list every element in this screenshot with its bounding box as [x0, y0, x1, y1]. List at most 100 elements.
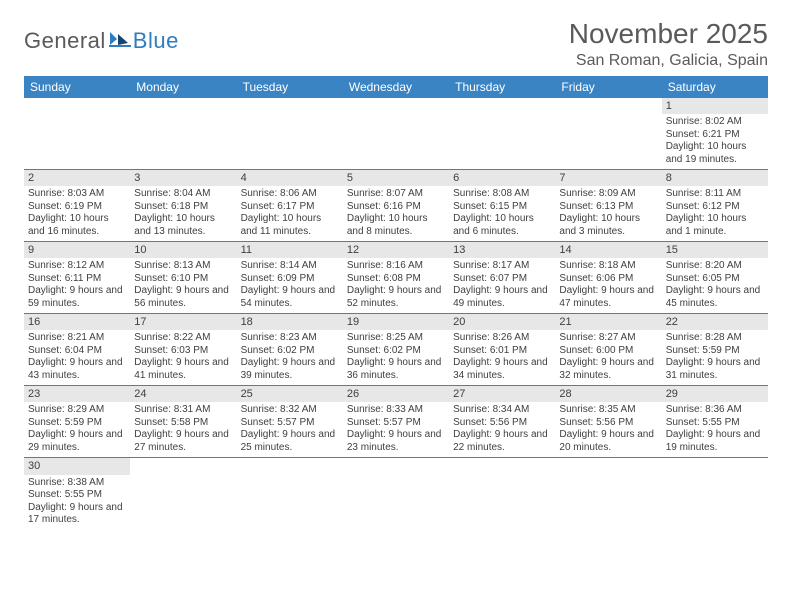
- calendar-day-cell: 15Sunrise: 8:20 AMSunset: 6:05 PMDayligh…: [662, 242, 768, 314]
- day-number-bar: 8: [662, 170, 768, 186]
- sunset-text: Sunset: 6:08 PM: [347, 273, 445, 286]
- sunrise-text: Sunrise: 8:20 AM: [666, 260, 764, 273]
- daylight-text: Daylight: 10 hours and 16 minutes.: [28, 213, 126, 238]
- daylight-text: Daylight: 10 hours and 13 minutes.: [134, 213, 232, 238]
- calendar-table: Sunday Monday Tuesday Wednesday Thursday…: [24, 76, 768, 530]
- day-body: Sunrise: 8:29 AMSunset: 5:59 PMDaylight:…: [24, 402, 130, 457]
- day-body: Sunrise: 8:33 AMSunset: 5:57 PMDaylight:…: [343, 402, 449, 457]
- daylight-text: Daylight: 9 hours and 43 minutes.: [28, 357, 126, 382]
- day-number-bar: 18: [237, 314, 343, 330]
- sunrise-text: Sunrise: 8:35 AM: [559, 404, 657, 417]
- calendar-day-cell: 28Sunrise: 8:35 AMSunset: 5:56 PMDayligh…: [555, 386, 661, 458]
- sunset-text: Sunset: 5:57 PM: [347, 417, 445, 430]
- sunrise-text: Sunrise: 8:12 AM: [28, 260, 126, 273]
- daylight-text: Daylight: 10 hours and 1 minute.: [666, 213, 764, 238]
- sunset-text: Sunset: 5:55 PM: [666, 417, 764, 430]
- sunset-text: Sunset: 6:15 PM: [453, 201, 551, 214]
- calendar-week-row: 16Sunrise: 8:21 AMSunset: 6:04 PMDayligh…: [24, 314, 768, 386]
- sunrise-text: Sunrise: 8:29 AM: [28, 404, 126, 417]
- calendar-day-cell: [130, 98, 236, 170]
- calendar-day-cell: [130, 458, 236, 530]
- daylight-text: Daylight: 9 hours and 52 minutes.: [347, 285, 445, 310]
- day-number-bar: [449, 98, 555, 114]
- calendar-day-cell: 11Sunrise: 8:14 AMSunset: 6:09 PMDayligh…: [237, 242, 343, 314]
- sunset-text: Sunset: 6:18 PM: [134, 201, 232, 214]
- day-number-bar: [130, 458, 236, 474]
- daylight-text: Daylight: 9 hours and 47 minutes.: [559, 285, 657, 310]
- calendar-day-cell: [555, 98, 661, 170]
- daylight-text: Daylight: 10 hours and 6 minutes.: [453, 213, 551, 238]
- calendar-day-cell: 22Sunrise: 8:28 AMSunset: 5:59 PMDayligh…: [662, 314, 768, 386]
- sunset-text: Sunset: 5:56 PM: [453, 417, 551, 430]
- sunrise-text: Sunrise: 8:31 AM: [134, 404, 232, 417]
- day-body: Sunrise: 8:09 AMSunset: 6:13 PMDaylight:…: [555, 186, 661, 241]
- sunrise-text: Sunrise: 8:34 AM: [453, 404, 551, 417]
- sunset-text: Sunset: 5:58 PM: [134, 417, 232, 430]
- sunset-text: Sunset: 6:17 PM: [241, 201, 339, 214]
- day-body: Sunrise: 8:16 AMSunset: 6:08 PMDaylight:…: [343, 258, 449, 313]
- weekday-header: Tuesday: [237, 76, 343, 98]
- day-number-bar: 17: [130, 314, 236, 330]
- sunrise-text: Sunrise: 8:18 AM: [559, 260, 657, 273]
- calendar-week-row: 2Sunrise: 8:03 AMSunset: 6:19 PMDaylight…: [24, 170, 768, 242]
- daylight-text: Daylight: 9 hours and 20 minutes.: [559, 429, 657, 454]
- sunset-text: Sunset: 6:12 PM: [666, 201, 764, 214]
- day-body: Sunrise: 8:31 AMSunset: 5:58 PMDaylight:…: [130, 402, 236, 457]
- day-body: Sunrise: 8:38 AMSunset: 5:55 PMDaylight:…: [24, 475, 130, 530]
- daylight-text: Daylight: 9 hours and 17 minutes.: [28, 502, 126, 527]
- weekday-header: Sunday: [24, 76, 130, 98]
- sunrise-text: Sunrise: 8:36 AM: [666, 404, 764, 417]
- daylight-text: Daylight: 9 hours and 19 minutes.: [666, 429, 764, 454]
- calendar-week-row: 30Sunrise: 8:38 AMSunset: 5:55 PMDayligh…: [24, 458, 768, 530]
- calendar-day-cell: [449, 458, 555, 530]
- calendar-day-cell: 10Sunrise: 8:13 AMSunset: 6:10 PMDayligh…: [130, 242, 236, 314]
- day-number-bar: 2: [24, 170, 130, 186]
- sunrise-text: Sunrise: 8:04 AM: [134, 188, 232, 201]
- day-number-bar: 28: [555, 386, 661, 402]
- calendar-day-cell: 7Sunrise: 8:09 AMSunset: 6:13 PMDaylight…: [555, 170, 661, 242]
- day-number-bar: 9: [24, 242, 130, 258]
- day-number-bar: 23: [24, 386, 130, 402]
- calendar-day-cell: [343, 458, 449, 530]
- sunset-text: Sunset: 6:16 PM: [347, 201, 445, 214]
- calendar-day-cell: 21Sunrise: 8:27 AMSunset: 6:00 PMDayligh…: [555, 314, 661, 386]
- calendar-day-cell: [343, 98, 449, 170]
- sunset-text: Sunset: 6:13 PM: [559, 201, 657, 214]
- calendar-day-cell: 6Sunrise: 8:08 AMSunset: 6:15 PMDaylight…: [449, 170, 555, 242]
- sunset-text: Sunset: 5:59 PM: [666, 345, 764, 358]
- sunset-text: Sunset: 6:00 PM: [559, 345, 657, 358]
- sunset-text: Sunset: 6:06 PM: [559, 273, 657, 286]
- calendar-day-cell: 13Sunrise: 8:17 AMSunset: 6:07 PMDayligh…: [449, 242, 555, 314]
- sunrise-text: Sunrise: 8:07 AM: [347, 188, 445, 201]
- day-body: Sunrise: 8:23 AMSunset: 6:02 PMDaylight:…: [237, 330, 343, 385]
- daylight-text: Daylight: 9 hours and 36 minutes.: [347, 357, 445, 382]
- day-number-bar: 5: [343, 170, 449, 186]
- sunrise-text: Sunrise: 8:02 AM: [666, 116, 764, 129]
- day-body: Sunrise: 8:21 AMSunset: 6:04 PMDaylight:…: [24, 330, 130, 385]
- calendar-week-row: 9Sunrise: 8:12 AMSunset: 6:11 PMDaylight…: [24, 242, 768, 314]
- daylight-text: Daylight: 9 hours and 34 minutes.: [453, 357, 551, 382]
- calendar-day-cell: 12Sunrise: 8:16 AMSunset: 6:08 PMDayligh…: [343, 242, 449, 314]
- sunset-text: Sunset: 5:59 PM: [28, 417, 126, 430]
- calendar-day-cell: 17Sunrise: 8:22 AMSunset: 6:03 PMDayligh…: [130, 314, 236, 386]
- calendar-day-cell: 27Sunrise: 8:34 AMSunset: 5:56 PMDayligh…: [449, 386, 555, 458]
- sunrise-text: Sunrise: 8:22 AM: [134, 332, 232, 345]
- day-number-bar: 21: [555, 314, 661, 330]
- day-body: Sunrise: 8:26 AMSunset: 6:01 PMDaylight:…: [449, 330, 555, 385]
- day-number-bar: [237, 98, 343, 114]
- daylight-text: Daylight: 9 hours and 41 minutes.: [134, 357, 232, 382]
- day-body: Sunrise: 8:20 AMSunset: 6:05 PMDaylight:…: [662, 258, 768, 313]
- calendar-day-cell: [555, 458, 661, 530]
- calendar-day-cell: 29Sunrise: 8:36 AMSunset: 5:55 PMDayligh…: [662, 386, 768, 458]
- day-number-bar: [555, 458, 661, 474]
- weekday-header-row: Sunday Monday Tuesday Wednesday Thursday…: [24, 76, 768, 98]
- daylight-text: Daylight: 10 hours and 3 minutes.: [559, 213, 657, 238]
- day-number-bar: 10: [130, 242, 236, 258]
- sunset-text: Sunset: 6:07 PM: [453, 273, 551, 286]
- daylight-text: Daylight: 9 hours and 56 minutes.: [134, 285, 232, 310]
- day-number-bar: 4: [237, 170, 343, 186]
- day-number-bar: 14: [555, 242, 661, 258]
- calendar-day-cell: [662, 458, 768, 530]
- daylight-text: Daylight: 10 hours and 19 minutes.: [666, 141, 764, 166]
- calendar-day-cell: 24Sunrise: 8:31 AMSunset: 5:58 PMDayligh…: [130, 386, 236, 458]
